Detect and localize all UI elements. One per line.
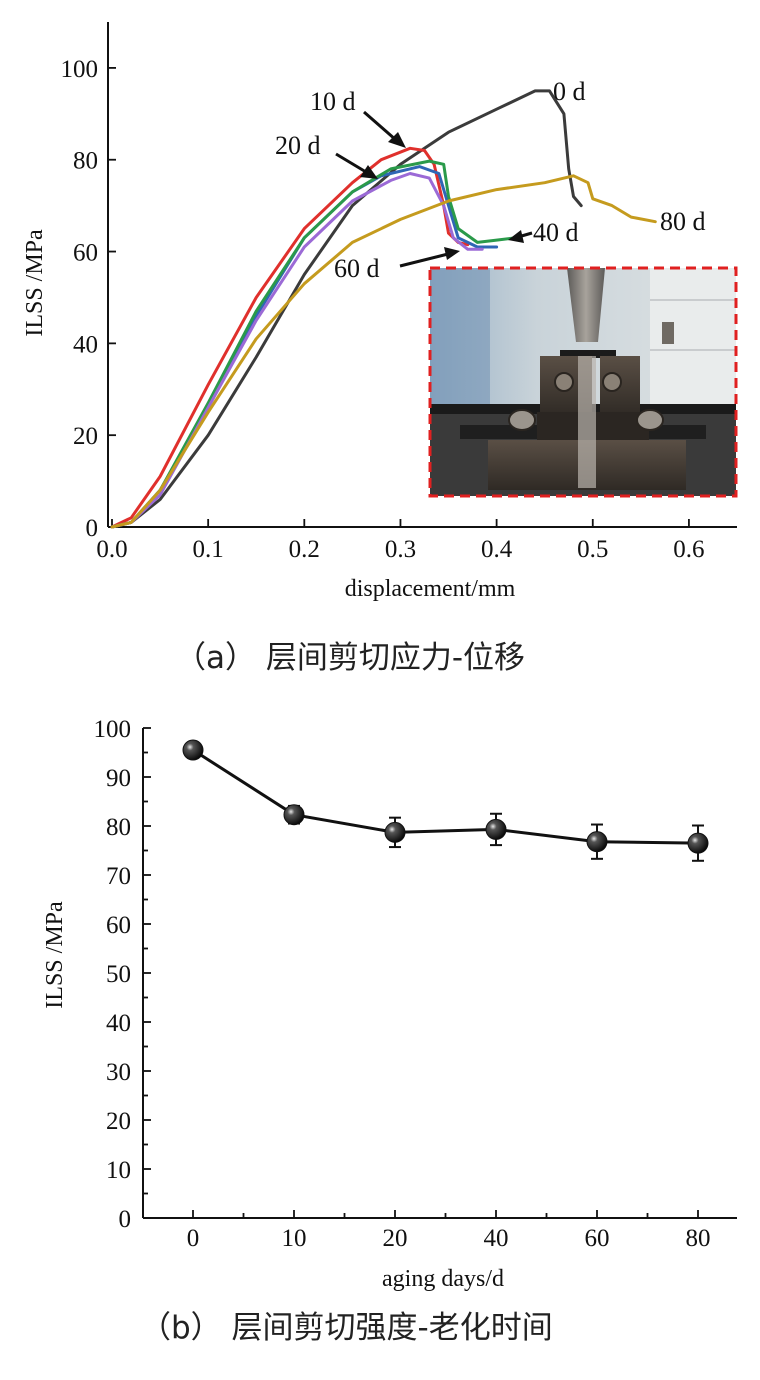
label-0d: 0 d	[553, 77, 586, 106]
inset-border	[428, 266, 738, 498]
chart-b-x-title: aging days/d	[382, 1266, 504, 1292]
chart-b-y-tick-label: 40	[106, 1010, 131, 1037]
chart-b-y-tick-label: 50	[106, 961, 131, 988]
chart-a-x-tick-label: 0.6	[673, 536, 704, 563]
chart-a-annotations: 0 d 10 d 20 d 40 d 60 d 80 d	[275, 77, 706, 283]
chart-a-x-title: displacement/mm	[345, 576, 516, 602]
chart-b-y-title: ILSS /MPa	[42, 901, 68, 1009]
label-40d: 40 d	[533, 218, 579, 247]
arrow-head-20d	[360, 165, 378, 179]
chart-b-y-tick-label: 80	[106, 814, 131, 841]
chart-b-x-tick-label: 0	[187, 1225, 200, 1252]
chart-b-x-tick-label: 80	[686, 1225, 711, 1252]
label-60d: 60 d	[334, 254, 380, 283]
chart-b-y-tick-label: 0	[119, 1206, 132, 1233]
chart-b-y-tick-label: 30	[106, 1059, 131, 1086]
arrow-head-40d	[508, 230, 524, 243]
chart-a-x-tick-label: 0.5	[577, 536, 608, 563]
chart-a-y-title: ILSS /MPa	[22, 229, 48, 337]
data-point	[182, 739, 204, 761]
series-line-10d	[110, 146, 470, 529]
data-point	[485, 818, 507, 840]
label-20d: 20 d	[275, 131, 321, 160]
chart-b: 0 10 20 40 60 80 0 10 20 30 40 50 60 70 80 90 100 aging …	[42, 716, 737, 1292]
chart-a-curves	[110, 89, 657, 529]
chart-b-axes	[142, 728, 737, 1219]
inset-photo	[428, 266, 738, 498]
caption-a: （a） 层间剪切应力-位移	[175, 640, 526, 676]
chart-b-series-line	[192, 748, 699, 845]
label-80d: 80 d	[660, 207, 706, 236]
chart-b-y-tick-label: 100	[94, 716, 132, 743]
chart-b-x-tick-label: 40	[484, 1225, 509, 1252]
chart-a-y-tick-label: 60	[73, 240, 98, 267]
label-10d: 10 d	[310, 87, 356, 116]
chart-a-y-tick-label: 0	[86, 515, 99, 542]
arrow-head-10d	[388, 132, 406, 148]
data-point	[283, 804, 305, 826]
caption-b: （b） 层间剪切强度-老化时间	[140, 1310, 553, 1346]
chart-b-y-tick-label: 20	[106, 1108, 131, 1135]
series-line-60d	[110, 172, 484, 529]
chart-a-y-tick-label: 20	[73, 423, 98, 450]
chart-b-y-tick-label: 60	[106, 912, 131, 939]
series-line-40d	[110, 159, 518, 529]
series-line-80d	[110, 174, 657, 529]
arrow-20d	[335, 152, 367, 174]
chart-b-y-tick-label: 70	[106, 863, 131, 890]
chart-b-x-tick-label: 10	[282, 1225, 307, 1252]
chart-a-y-tick-label: 100	[61, 56, 99, 83]
data-point	[687, 832, 709, 854]
series-line-0d	[110, 89, 583, 529]
chart-a-y-tick-label: 40	[73, 331, 98, 358]
data-point	[384, 821, 406, 843]
chart-a-ticks: 0.0 0.1 0.2 0.3 0.4 0.5 0.6 0 20 40 60 80 100	[61, 56, 705, 563]
chart-b-x-tick-label: 60	[585, 1225, 610, 1252]
chart-b-y-tick-label: 90	[106, 765, 131, 792]
chart-a-axes	[107, 22, 737, 528]
arrow-60d	[399, 252, 449, 268]
chart-b-y-tick-label: 10	[106, 1157, 131, 1184]
chart-a-x-tick-label: 0.1	[193, 536, 224, 563]
chart-a-x-tick-label: 0.4	[481, 536, 513, 563]
chart-b-data	[182, 739, 709, 862]
arrow-10d	[363, 110, 397, 142]
chart-a-x-tick-label: 0.3	[385, 536, 416, 563]
data-point	[586, 831, 608, 853]
chart-a-x-tick-label: 0.0	[96, 536, 127, 563]
chart-a-y-tick-label: 80	[73, 148, 98, 175]
chart-a-x-tick-label: 0.2	[289, 536, 320, 563]
chart-b-ticks: 0 10 20 40 60 80 0 10 20 30 40 50 60 70 80 90 100	[94, 716, 711, 1252]
chart-a: 0.0 0.1 0.2 0.3 0.4 0.5 0.6 0 20 40 60 80 100 displa…	[22, 22, 738, 602]
arrow-head-60d	[444, 247, 460, 260]
chart-b-x-tick-label: 20	[383, 1225, 408, 1252]
